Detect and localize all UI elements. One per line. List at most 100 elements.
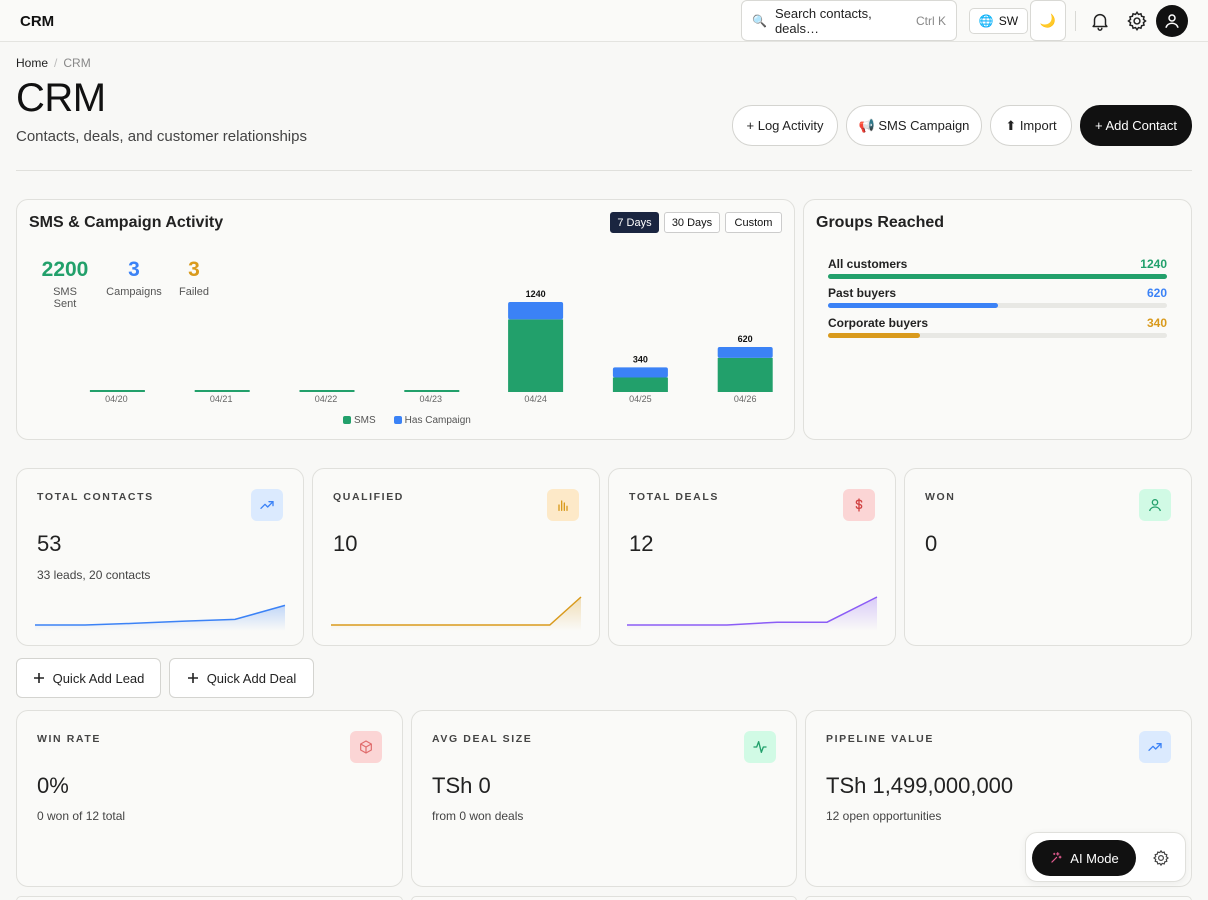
log-activity-button[interactable]: + Log Activity xyxy=(732,105,838,146)
legend-label: SMS xyxy=(354,415,376,426)
stat-value: 2200 xyxy=(41,258,89,281)
user-icon xyxy=(1165,14,1179,28)
data-label: 1240 xyxy=(526,289,546,299)
box-icon xyxy=(360,740,372,754)
group-fill xyxy=(828,333,920,338)
language-label: SW xyxy=(998,14,1019,28)
quick-add-lead-button[interactable]: Quick Add Lead xyxy=(16,658,161,698)
top-bar: CRM 🔍 Search contacts, deals… Ctrl K 🌐 S… xyxy=(0,0,1208,42)
settings-button[interactable] xyxy=(1126,10,1148,37)
x-tick-label: 04/25 xyxy=(629,394,652,404)
sparkline-area xyxy=(627,597,877,631)
range-custom[interactable]: Custom xyxy=(725,212,782,233)
trending-up-icon xyxy=(1148,743,1162,751)
groups-card: Groups Reached All customers 1240 Past b… xyxy=(803,199,1192,440)
kpi-label: QUALIFIED xyxy=(333,491,404,503)
ai-mode-label: AI Mode xyxy=(1070,850,1119,866)
sparkline-area xyxy=(331,597,581,631)
x-tick-label: 04/23 xyxy=(420,394,443,404)
app-name[interactable]: CRM xyxy=(20,13,55,30)
breadcrumb-home[interactable]: Home xyxy=(16,56,49,70)
breadcrumb: Home / CRM xyxy=(16,56,91,70)
theme-toggle[interactable]: 🌙 xyxy=(1030,0,1066,41)
legend-label: Has Campaign xyxy=(404,415,471,426)
group-track xyxy=(828,333,1167,338)
group-track xyxy=(828,303,1167,308)
kpi-subtext: 0 won of 12 total xyxy=(37,809,126,823)
plus-icon xyxy=(187,673,198,683)
group-value: 340 xyxy=(1146,316,1167,330)
kpi-value: 12 xyxy=(629,531,654,556)
add-contact-button[interactable]: + Add Contact xyxy=(1080,105,1192,146)
range-30-days[interactable]: 30 Days xyxy=(664,212,720,233)
page-subtitle: Contacts, deals, and customer relationsh… xyxy=(16,128,307,145)
sparkline-line xyxy=(35,604,286,626)
x-tick-label: 04/26 xyxy=(734,394,757,404)
group-name: Past buyers xyxy=(828,286,897,300)
avatar[interactable] xyxy=(1156,5,1188,37)
breadcrumb-separator: / xyxy=(54,56,58,70)
kpi-icon-box xyxy=(1139,731,1171,763)
search-icon: 🔍 xyxy=(752,13,767,28)
kpi-icon-box xyxy=(1139,489,1171,521)
bar-campaign xyxy=(508,302,564,320)
bar-sms xyxy=(299,390,355,392)
kpi-label: PIPELINE VALUE xyxy=(826,733,934,745)
kpi-icon-box xyxy=(744,731,776,763)
sparkline xyxy=(627,596,878,631)
kpi-value: 53 xyxy=(37,531,62,556)
language-switch[interactable]: 🌐 SW xyxy=(969,8,1028,34)
group-track xyxy=(828,274,1167,279)
kpi-card-total-deals: TOTAL DEALS 12 xyxy=(608,468,896,646)
groups-title: Groups Reached xyxy=(816,214,945,231)
import-button[interactable]: ⬆ Import xyxy=(990,105,1072,146)
stat-value: 3 xyxy=(128,258,140,281)
range-7-days[interactable]: 7 Days xyxy=(610,212,659,233)
kpi-value: TSh 0 xyxy=(432,773,491,798)
legend-item-campaign: Has Campaign xyxy=(393,415,471,426)
bar-sms xyxy=(508,319,564,392)
kpi-subtext: 12 open opportunities xyxy=(826,809,942,823)
bar-chart-icon xyxy=(558,500,568,511)
breadcrumb-current: CRM xyxy=(63,56,91,70)
gear-icon xyxy=(1127,11,1147,31)
ai-settings-button[interactable] xyxy=(1152,849,1170,872)
stat-label: Failed xyxy=(179,286,209,298)
bar-sms xyxy=(194,390,250,392)
activity-icon xyxy=(753,741,767,753)
quick-add-deal-button[interactable]: Quick Add Deal xyxy=(169,658,314,698)
data-label: 340 xyxy=(633,354,648,364)
sparkline-line xyxy=(627,596,878,626)
notifications-button[interactable] xyxy=(1089,10,1111,37)
group-value: 620 xyxy=(1146,286,1167,300)
kpi-icon-box xyxy=(350,731,382,763)
group-row: Past buyers 620 xyxy=(828,286,1167,308)
legend-item-sms: SMS xyxy=(343,415,376,426)
group-name: All customers xyxy=(828,257,908,271)
search-input[interactable]: 🔍 Search contacts, deals… Ctrl K xyxy=(741,0,957,41)
sparkline xyxy=(331,596,582,631)
user-icon xyxy=(1149,499,1161,512)
stat-label: SMS Sent xyxy=(53,286,77,310)
kpi-label: WIN RATE xyxy=(37,733,101,745)
moon-icon: 🌙 xyxy=(1039,12,1057,28)
activity-chart: 04/20 04/21 04/22 04/23 1240 04/24 340 04/25 620… xyxy=(89,289,773,404)
kpi-value: 0% xyxy=(37,773,69,798)
quick-add-deal-label: Quick Add Deal xyxy=(206,670,297,686)
legend-swatch xyxy=(343,416,351,424)
kpi-card-qualified: QUALIFIED 10 xyxy=(312,468,600,646)
sparkline xyxy=(35,604,286,631)
x-tick-label: 04/21 xyxy=(210,394,233,404)
stat-failed: 3 Failed xyxy=(176,258,212,298)
ai-mode-button[interactable]: AI Mode xyxy=(1032,840,1136,876)
dollar-icon xyxy=(855,498,863,512)
bar-campaign xyxy=(612,367,668,378)
kpi-subtext: from 0 won deals xyxy=(432,809,524,823)
stat-value: 3 xyxy=(188,258,200,281)
sparkline-line xyxy=(331,596,582,626)
ai-mode-panel: AI Mode xyxy=(1025,832,1186,882)
sms-campaign-button[interactable]: 📢 SMS Campaign xyxy=(846,105,982,146)
kpi-card-total-contacts: TOTAL CONTACTS 53 33 leads, 20 contacts xyxy=(16,468,304,646)
search-shortcut: Ctrl K xyxy=(916,13,946,28)
bar-sms xyxy=(717,357,773,392)
